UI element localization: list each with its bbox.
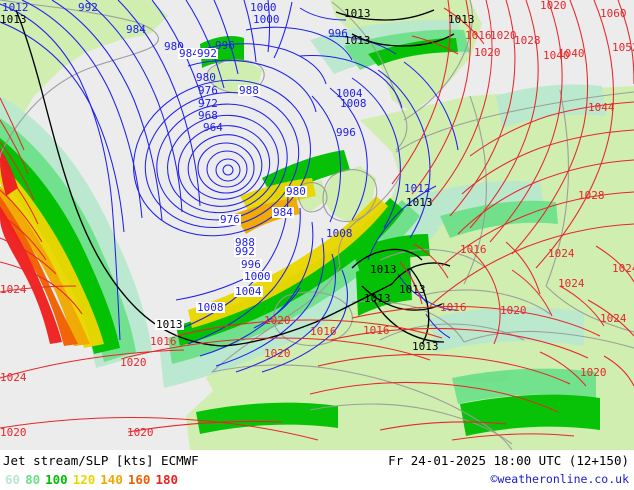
jet-band-160kts: [0, 196, 78, 346]
jet-band-180kts: [0, 148, 62, 344]
scale-stop-120: 120: [72, 472, 96, 487]
map-canvas: [0, 0, 634, 450]
copyright-link[interactable]: ©weatheronline.co.uk: [490, 472, 629, 486]
scale-stop-180: 180: [155, 472, 179, 487]
weather-map[interactable]: 1012 1013 992 984 1000 1000 980 984 992 996 980 976…: [0, 0, 634, 450]
scale-stop-80: 80: [25, 472, 41, 487]
coastline-layer: [0, 0, 634, 450]
chart-title: Jet stream/SLP [kts] ECMWF: [3, 453, 199, 468]
scale-stop-100: 100: [45, 472, 68, 487]
isobar-1013-layer: [15, 9, 455, 347]
scale-stop-160: 160: [127, 472, 151, 487]
scale-stop-60: 60: [5, 472, 21, 487]
footer-bar: Jet stream/SLP [kts] ECMWF Fr 24-01-2025…: [0, 450, 634, 490]
valid-time: Fr 24-01-2025 18:00 UTC (12+150): [388, 453, 629, 468]
wind-speed-scale: 60 80 100 120 140 160 180: [5, 472, 183, 487]
scale-stop-140: 140: [100, 472, 123, 487]
